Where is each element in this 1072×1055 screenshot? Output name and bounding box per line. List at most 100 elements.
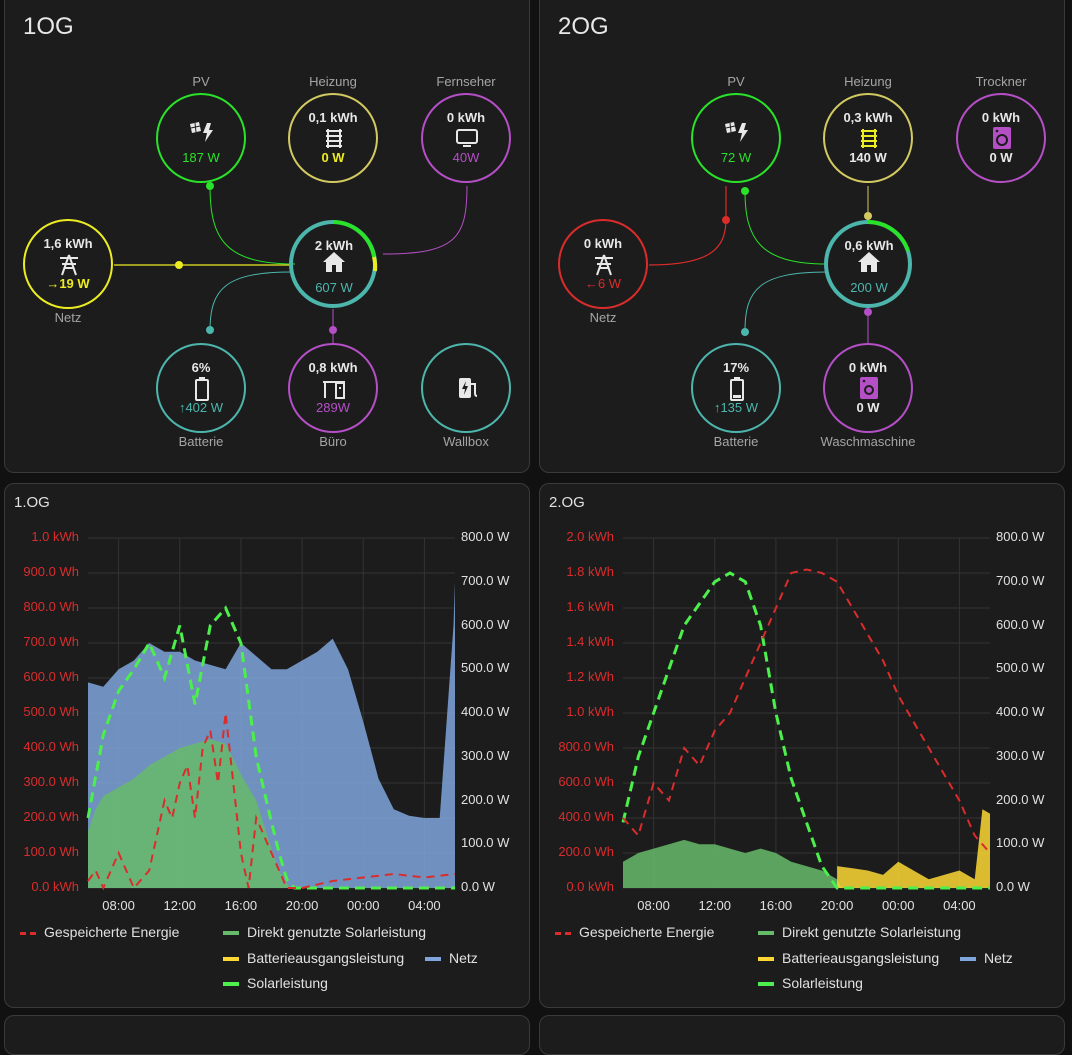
left-tick-label: 2.0 kWh: [566, 529, 614, 544]
battery-icon: [730, 377, 744, 401]
card-title: 2OG: [558, 13, 609, 40]
desk-icon: [323, 381, 345, 399]
right-tick-label: 200.0 W: [996, 791, 1045, 807]
heizung-power: 0 W: [321, 150, 345, 165]
pv-node[interactable]: 187 W: [156, 93, 246, 183]
legend-solar[interactable]: Solarleistung: [223, 975, 328, 991]
left-tick-label: 900.0 Wh: [23, 564, 79, 579]
pv-label: PV: [727, 74, 745, 89]
buero-node[interactable]: 0,8 kWh 289W: [288, 343, 378, 433]
netz-node[interactable]: 1,6 kWh →19 W: [23, 219, 113, 309]
left-tick-label: 300.0 Wh: [23, 774, 79, 789]
flow-lines: [648, 186, 912, 343]
fernseher-node[interactable]: 0 kWh 40W: [421, 93, 511, 183]
waschmaschine-label: Waschmaschine: [820, 434, 916, 449]
x-tick-label: 12:00: [698, 898, 732, 913]
x-tick-label: 04:00: [943, 898, 976, 913]
left-tick-label: 600.0 Wh: [558, 774, 614, 789]
batterie-percent: 6%: [191, 360, 211, 375]
heizung-power: 140 W: [849, 150, 887, 165]
legend-stored[interactable]: Gespeicherte Energie: [555, 924, 714, 940]
legend-solar[interactable]: Solarleistung: [758, 975, 863, 991]
left-tick-label: 1.2 kWh: [566, 669, 614, 684]
netz-power: ←6 W: [584, 276, 622, 291]
series-line: [622, 568, 991, 854]
x-tick-label: 20:00: [285, 898, 319, 913]
energy-flow-card-2og: 2OG PV 72 W Heizung 0,3 kWh 140 W Trockn…: [539, 0, 1065, 473]
legend-netz[interactable]: Netz: [960, 950, 1013, 966]
wallbox-node[interactable]: [421, 343, 511, 433]
fernseher-label: Fernseher: [436, 74, 496, 89]
legend-netz[interactable]: Netz: [425, 950, 478, 966]
left-tick-label: 0.0 kWh: [566, 879, 614, 894]
right-tick-label: 400.0 W: [461, 704, 510, 719]
home-energy: 0,6 kWh: [844, 238, 894, 253]
right-tick-label: 0.0 W: [461, 879, 495, 894]
legend-batt-out[interactable]: Batterieausgangsleistung: [223, 950, 404, 966]
left-tick-label: 200.0 Wh: [558, 844, 614, 859]
buero-label: Büro: [319, 434, 347, 449]
pv-value: 187 W: [182, 150, 220, 165]
waschmaschine-node[interactable]: 0 kWh 0 W: [823, 343, 913, 433]
series-area: [88, 739, 455, 888]
left-tick-label: 1.0 kWh: [566, 704, 614, 719]
right-tick-label: 0.0 W: [996, 879, 1030, 894]
wallbox-label: Wallbox: [443, 434, 489, 449]
left-tick-label: 1.0 kWh: [31, 529, 79, 544]
home-node[interactable]: 0,6 kWh 200 W: [827, 222, 911, 306]
home-power: 607 W: [315, 280, 353, 295]
right-tick-label: 100.0 W: [461, 835, 510, 851]
trockner-label: Trockner: [975, 74, 1027, 89]
heizung-energy: 0,1 kWh: [308, 110, 358, 125]
home-node[interactable]: 2 kWh 607 W: [292, 222, 376, 306]
legend-direct[interactable]: Direkt genutzte Solarleistung: [758, 924, 961, 940]
netz-node[interactable]: 0 kWh ←6 W: [558, 219, 648, 309]
right-tick-label: 700.0 W: [996, 572, 1045, 588]
batterie-power: ↑135 W: [713, 400, 759, 415]
trockner-node[interactable]: 0 kWh 0 W: [956, 93, 1046, 183]
x-tick-label: 12:00: [163, 898, 197, 913]
x-tick-label: 16:00: [224, 898, 258, 913]
x-tick-label: 00:00: [346, 898, 380, 913]
series-line: [86, 605, 455, 890]
legend-stored[interactable]: Gespeicherte Energie: [20, 924, 179, 940]
buero-energy: 0,8 kWh: [308, 360, 358, 375]
legend-batt-out[interactable]: Batterieausgangsleistung: [758, 950, 939, 966]
waschmaschine-energy: 0 kWh: [848, 360, 888, 375]
x-tick-label: 20:00: [820, 898, 854, 913]
batterie-node[interactable]: 17% ↑135 W: [691, 343, 781, 433]
flow-lines: [114, 182, 468, 343]
right-tick-label: 500.0 W: [461, 660, 510, 676]
left-tick-label: 400.0 Wh: [558, 809, 614, 824]
energy-chart-card-1og: 1.OG 0.0 kWh 100.0 Wh 200.0 Wh 300.0 Wh 400.…: [4, 483, 530, 1008]
left-tick-label: 1.4 kWh: [566, 634, 614, 649]
batterie-node[interactable]: 6% ↑402 W: [156, 343, 246, 433]
heizung-label: Heizung: [844, 74, 892, 89]
pv-node[interactable]: 72 W: [691, 93, 781, 183]
right-tick-label: 800.0 W: [461, 529, 510, 544]
chart-title: 1.OG: [14, 494, 50, 511]
legend-direct[interactable]: Direkt genutzte Solarleistung: [223, 924, 426, 940]
right-tick-label: 100.0 W: [996, 835, 1045, 851]
left-tick-label: 600.0 Wh: [23, 669, 79, 684]
next-card: [539, 1015, 1065, 1055]
next-card: [4, 1015, 530, 1055]
right-tick-label: 800.0 W: [996, 529, 1045, 544]
series-area: [837, 809, 990, 888]
chart-plot[interactable]: [540, 484, 1066, 904]
radiator-icon: [326, 129, 342, 148]
pv-label: PV: [192, 74, 210, 89]
heizung-node[interactable]: 0,3 kWh 140 W: [823, 93, 913, 183]
right-tick-label: 300.0 W: [996, 747, 1045, 763]
energy-flow-card-1og: 1OG PV 187 W Heizung 0,1 kWh 0 W Fernseh…: [4, 0, 530, 473]
batterie-percent: 17%: [722, 360, 750, 375]
heizung-node[interactable]: 0,1 kWh 0 W: [288, 93, 378, 183]
batterie-label: Batterie: [178, 434, 224, 449]
energy-chart-card-2og: 2.OG 0.0 kWh 200.0 Wh 400.0 Wh 600.0 Wh 800.…: [539, 483, 1065, 1008]
left-tick-label: 800.0 Wh: [23, 599, 79, 614]
series-line: [621, 571, 990, 890]
x-tick-label: 08:00: [102, 898, 135, 913]
solar-panel-icon: [190, 122, 213, 142]
chart-plot[interactable]: [5, 484, 531, 904]
buero-power: 289W: [316, 400, 350, 415]
